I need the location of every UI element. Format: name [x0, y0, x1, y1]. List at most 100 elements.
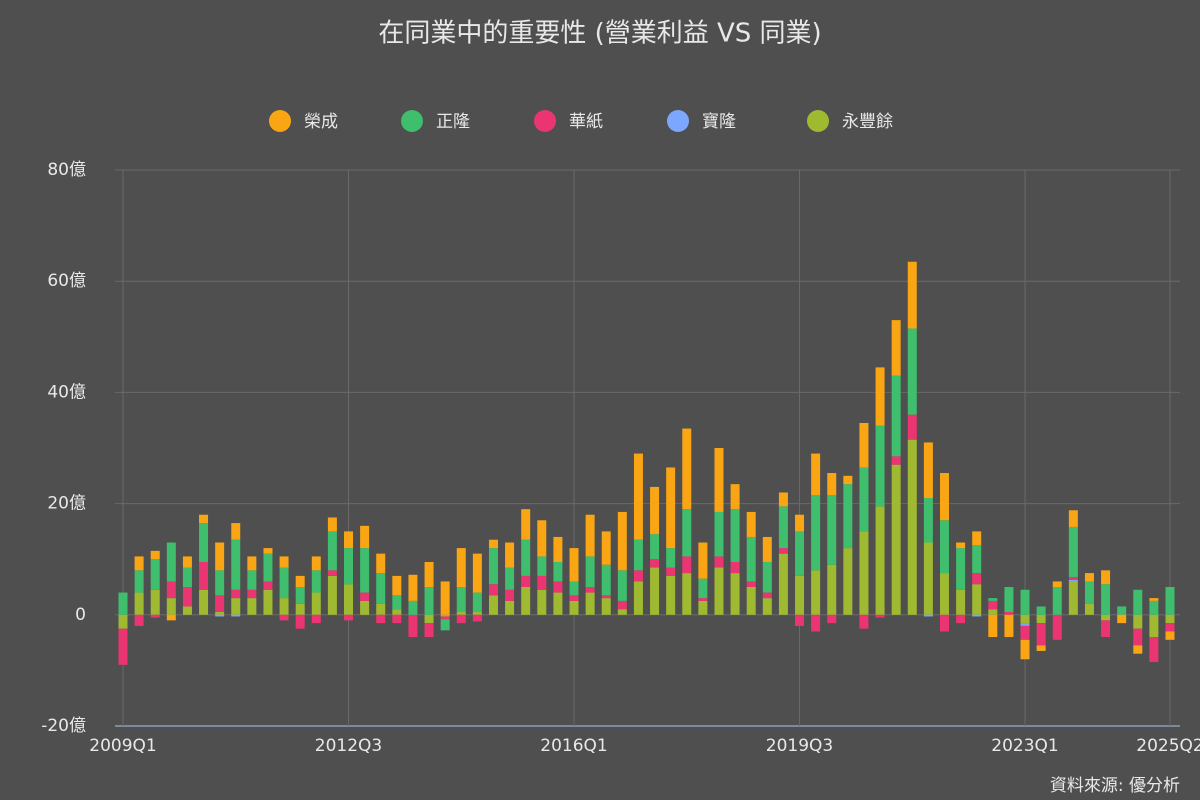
bar-segment	[263, 553, 273, 582]
bar-segment	[972, 531, 982, 546]
bar-segment	[553, 581, 563, 593]
bar-segment	[456, 548, 466, 587]
bar-segment	[956, 614, 966, 624]
source: 資料來源: 優分析	[1050, 776, 1180, 796]
bar-segment	[795, 575, 805, 615]
bar-segment	[553, 536, 563, 562]
bar-segment	[295, 587, 305, 604]
x-tick-label: 2023Q1	[991, 736, 1058, 756]
bar-segment	[150, 614, 160, 618]
bar-segment	[344, 548, 354, 585]
bar-segment	[1149, 637, 1159, 663]
bar-segment	[569, 548, 579, 582]
bar-segment	[344, 584, 354, 615]
bar-segment	[247, 556, 257, 571]
bar-segment	[666, 467, 676, 549]
bar-segment	[746, 581, 756, 587]
bar-segment	[360, 525, 370, 549]
bar-segment	[1052, 614, 1062, 640]
bar-segment	[505, 567, 515, 590]
bar-segment	[182, 606, 192, 615]
bar-segment	[231, 523, 241, 540]
bar-segment	[859, 531, 869, 615]
bar-segment	[150, 550, 160, 560]
bar-segment	[730, 484, 740, 510]
bar-segment	[134, 556, 144, 571]
bar-segment	[1084, 581, 1094, 604]
bar-segment	[327, 517, 337, 532]
bar-segment	[472, 612, 482, 615]
x-tick-label: 2009Q1	[89, 736, 156, 756]
bar-segment	[988, 614, 998, 638]
bar-segment	[488, 584, 498, 596]
bar-segment	[972, 614, 982, 617]
bar-segment	[376, 553, 386, 574]
bar-segment	[537, 589, 547, 615]
bar-segment	[875, 367, 885, 426]
bar-segment	[698, 542, 708, 579]
bar-segment	[263, 548, 273, 554]
bar-segment	[923, 442, 933, 499]
y-tick-label: 20億	[47, 494, 86, 514]
bar-segment	[714, 511, 724, 557]
bar-segment	[698, 578, 708, 599]
bar-segment	[231, 539, 241, 590]
bar-segment	[956, 548, 966, 590]
bar-segment	[1165, 587, 1175, 615]
bar-segment	[150, 589, 160, 615]
bar-segment	[376, 573, 386, 604]
bar-segment	[875, 506, 885, 615]
y-tick-label: 60億	[47, 271, 86, 291]
bar-segment	[166, 581, 176, 599]
bar-segment	[505, 600, 515, 615]
bar-segment	[553, 592, 563, 615]
bar-segment	[585, 587, 595, 593]
bar-segment	[247, 598, 257, 615]
bar-segment	[279, 614, 289, 621]
bar-segment	[811, 495, 821, 571]
bar-segment	[827, 564, 837, 615]
bar-segment	[488, 548, 498, 585]
bar-segment	[569, 600, 579, 615]
bar-segment	[118, 614, 128, 629]
bar-segment	[456, 587, 466, 613]
bar-segment	[424, 587, 434, 615]
bar-segment	[311, 592, 321, 615]
bar-segment	[698, 598, 708, 601]
bar-segment	[1020, 614, 1030, 624]
bar-segment	[360, 592, 370, 601]
bar-segment	[1149, 600, 1159, 615]
bar-segment	[843, 475, 853, 485]
bar-segment	[376, 614, 386, 624]
bar-segment	[891, 375, 901, 457]
bar-segment	[682, 573, 692, 615]
bar-segment	[472, 553, 482, 593]
bar-segment	[730, 509, 740, 562]
bar-segment	[617, 600, 627, 610]
bar-segment	[795, 614, 805, 626]
bar-segment	[601, 595, 611, 599]
bar-segment	[1133, 589, 1143, 615]
bar-segment	[408, 614, 418, 638]
bar-segment	[392, 614, 402, 624]
bar-segment	[553, 561, 563, 582]
bar-segment	[440, 581, 450, 615]
bar-segment	[795, 514, 805, 532]
bar-segment	[424, 561, 434, 587]
legend-marker	[534, 110, 556, 132]
bar-segment	[1117, 614, 1127, 624]
bar-segment	[1133, 645, 1143, 654]
bar-segment	[1020, 589, 1030, 615]
bar-segment	[859, 422, 869, 468]
bar-segment	[295, 614, 305, 629]
bar-segment	[730, 561, 740, 574]
bar-segment	[327, 570, 337, 576]
bar-segment	[424, 623, 434, 638]
bar-segment	[617, 609, 627, 615]
y-tick-label: 0	[75, 605, 86, 625]
bar-segment	[1020, 623, 1030, 626]
bar-segment	[1149, 598, 1159, 601]
bar-segment	[392, 575, 402, 596]
bar-segment	[1036, 614, 1046, 624]
bar-segment	[505, 542, 515, 568]
